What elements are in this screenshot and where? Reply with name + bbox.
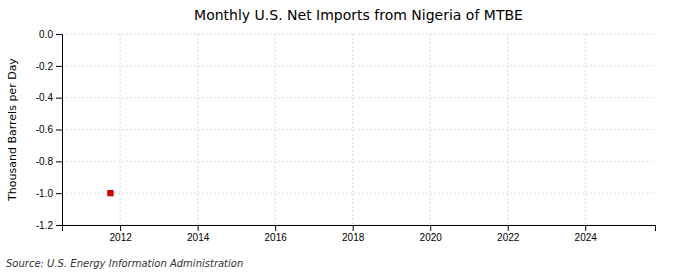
grid-line (62, 129, 655, 130)
y-axis-title: Thousand Barrels per Day (6, 58, 19, 202)
tick-mark (56, 98, 62, 99)
tick-label: 0.0 (39, 29, 53, 40)
tick-label: -0.8 (36, 156, 54, 167)
tick-mark (275, 225, 276, 231)
tick-label: 2016 (265, 232, 288, 243)
tick: -0.2 (36, 61, 62, 72)
tick-label: 2020 (420, 232, 443, 243)
tick: 2022 (497, 225, 520, 243)
tick-label: -0.4 (36, 92, 54, 103)
tick: 2014 (187, 225, 210, 243)
tick-label: -0.2 (36, 61, 54, 72)
tick-label: 2012 (110, 232, 133, 243)
tick: 2012 (110, 225, 133, 243)
grid-line (62, 65, 655, 66)
tick: 2024 (575, 225, 598, 243)
title: Monthly U.S. Net Imports from Nigeria of… (194, 7, 523, 23)
tick-mark (430, 225, 431, 231)
tick-mark (56, 66, 62, 67)
tick-mark (56, 225, 62, 226)
grid-line (62, 97, 655, 98)
tick: 2020 (420, 225, 443, 243)
tick-mark (508, 225, 509, 231)
axis-line (63, 226, 656, 232)
tick-label: 2024 (575, 232, 598, 243)
grid-line (585, 34, 586, 225)
tick: -0.4 (36, 92, 62, 103)
tick-mark (56, 34, 62, 35)
plot: 2012 2014 2016 2018 2020 2022 2024 0.0 -0.2 -0.4 -… (36, 29, 656, 243)
tick-label: -1.0 (36, 188, 54, 199)
axis-line (56, 35, 63, 226)
tick-mark (56, 130, 62, 131)
tick: 2018 (342, 225, 365, 243)
tick: -1.0 (36, 188, 62, 199)
tick: -0.6 (36, 124, 62, 135)
grid (62, 34, 655, 225)
tick-mark (198, 225, 199, 231)
tick-label: 2018 (342, 232, 365, 243)
tick-mark (585, 225, 586, 231)
y-axis: 0.0 -0.2 -0.4 -0.6 -0.8 -1.0 -1.2 (36, 29, 63, 231)
point (107, 190, 113, 196)
grid-line (62, 193, 655, 194)
tick: -1.2 (36, 220, 62, 231)
tick: -0.8 (36, 156, 62, 167)
grid-line (62, 34, 655, 35)
tick: 2016 (265, 225, 288, 243)
tick-mark (56, 193, 62, 194)
tick-mark (353, 225, 354, 231)
tick-label: -0.6 (36, 124, 54, 135)
tick-label: 2014 (187, 232, 210, 243)
x-axis: 2012 2014 2016 2018 2020 2022 2024 (63, 225, 656, 243)
source-note: Source: U.S. Energy Information Administ… (6, 258, 243, 269)
tick-label: -1.2 (36, 220, 54, 231)
tick: 0.0 (39, 29, 62, 40)
grid-line (62, 161, 655, 162)
tick-mark (120, 225, 121, 231)
chart: 2012 2014 2016 2018 2020 2022 2024 0.0 -0.2 -0.4 -… (0, 0, 675, 275)
tick-label: 2022 (497, 232, 520, 243)
grid-line (352, 34, 353, 225)
marks (107, 190, 113, 196)
tick-mark (56, 161, 62, 162)
